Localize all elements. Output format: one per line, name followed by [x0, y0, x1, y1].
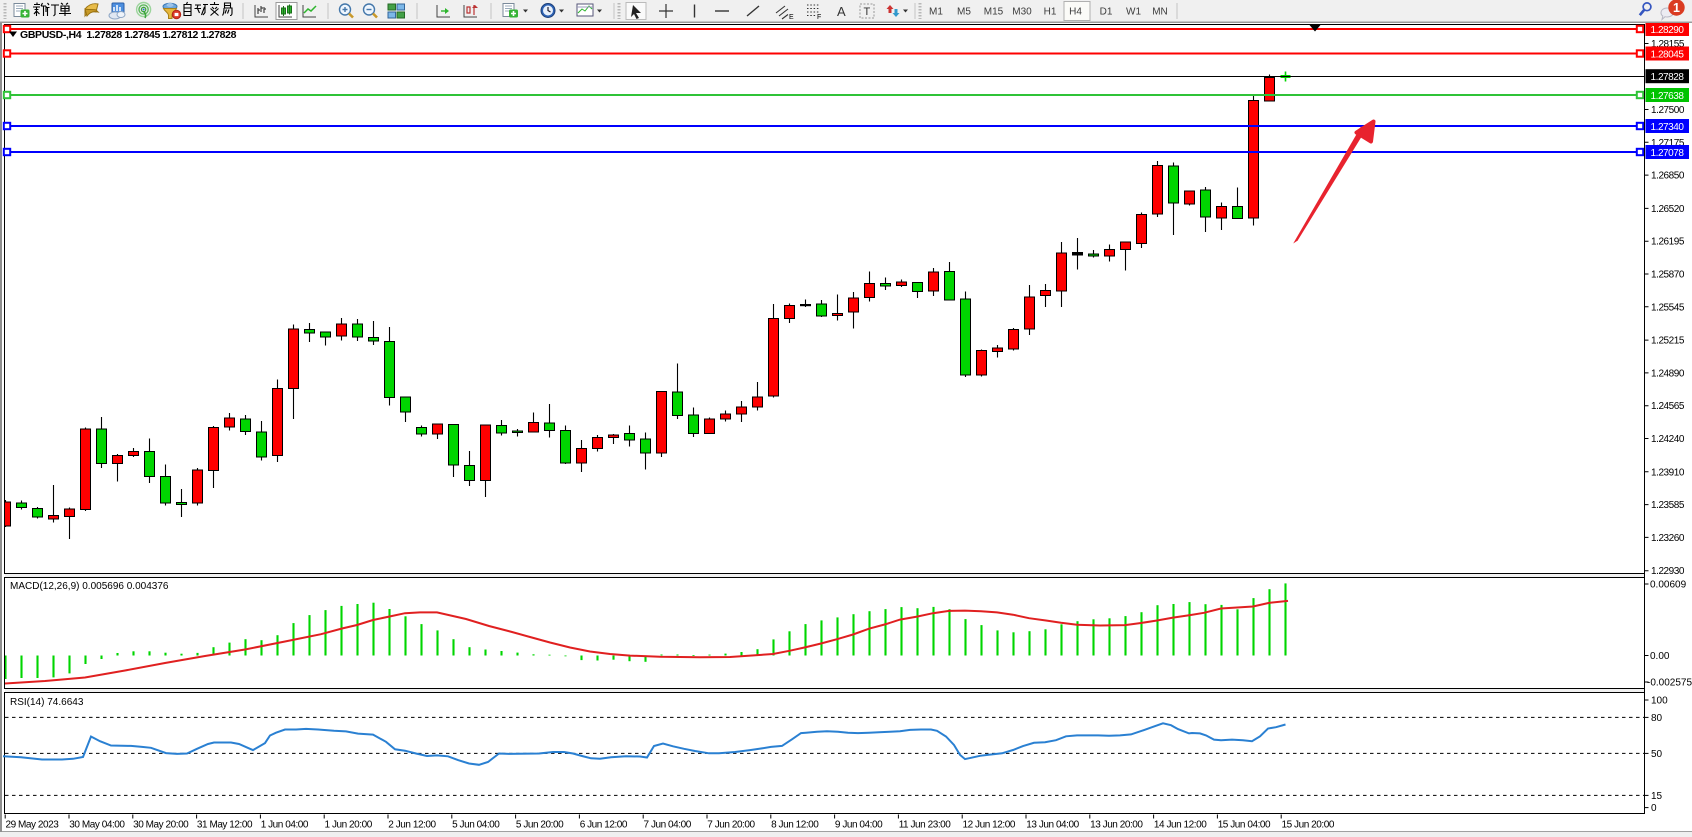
svg-text:1 Jun 04:00: 1 Jun 04:00 — [261, 820, 309, 831]
svg-text:14 Jun 12:00: 14 Jun 12:00 — [1154, 820, 1207, 831]
svg-text:D1: D1 — [1100, 7, 1113, 18]
svg-text:1.27340: 1.27340 — [1651, 122, 1685, 133]
svg-text:M30: M30 — [1012, 7, 1032, 18]
svg-text:1.27175: 1.27175 — [1651, 138, 1685, 149]
svg-text:1.27638: 1.27638 — [1651, 91, 1685, 102]
svg-text:1.25870: 1.25870 — [1651, 270, 1685, 281]
svg-text:1 Jun 20:00: 1 Jun 20:00 — [325, 820, 373, 831]
svg-text:1.23585: 1.23585 — [1651, 500, 1685, 511]
svg-text:50: 50 — [1651, 749, 1663, 760]
svg-text:9 Jun 04:00: 9 Jun 04:00 — [835, 820, 883, 831]
svg-text:1.28045: 1.28045 — [1651, 49, 1685, 60]
svg-text:0.00: 0.00 — [1650, 651, 1670, 662]
svg-text:1.27828: 1.27828 — [1651, 72, 1685, 83]
svg-text:H1: H1 — [1044, 7, 1057, 18]
svg-text:1.28155: 1.28155 — [1651, 39, 1685, 50]
svg-text:1.28290: 1.28290 — [1651, 25, 1685, 36]
svg-text:1.25215: 1.25215 — [1651, 336, 1685, 347]
svg-text:MN: MN — [1152, 7, 1168, 18]
svg-text:1.24890: 1.24890 — [1651, 368, 1685, 379]
svg-text:1.23910: 1.23910 — [1651, 467, 1685, 478]
svg-text:A: A — [837, 4, 846, 19]
svg-text:80: 80 — [1651, 713, 1663, 724]
svg-text:M1: M1 — [929, 7, 943, 18]
svg-text:M5: M5 — [957, 7, 971, 18]
svg-text:-0.002575: -0.002575 — [1647, 678, 1692, 689]
svg-text:31 May 12:00: 31 May 12:00 — [197, 820, 253, 831]
svg-text:6 Jun 12:00: 6 Jun 12:00 — [580, 820, 628, 831]
svg-text:1.26195: 1.26195 — [1651, 237, 1685, 248]
svg-text:7 Jun 20:00: 7 Jun 20:00 — [707, 820, 755, 831]
svg-text:1.25545: 1.25545 — [1651, 302, 1685, 313]
svg-text:1.24565: 1.24565 — [1651, 401, 1685, 412]
svg-text:W1: W1 — [1126, 7, 1141, 18]
svg-text:MACD(12,26,9) 0.005696 0.00437: MACD(12,26,9) 0.005696 0.004376 — [10, 581, 169, 592]
svg-text:0.00609: 0.00609 — [1650, 580, 1687, 591]
svg-text:M15: M15 — [984, 7, 1004, 18]
svg-text:T: T — [864, 6, 871, 18]
svg-text:E: E — [789, 14, 794, 21]
svg-text:1.23260: 1.23260 — [1651, 533, 1685, 544]
svg-text:15: 15 — [1651, 791, 1663, 802]
svg-text:1.26850: 1.26850 — [1651, 171, 1685, 182]
svg-text:1.24240: 1.24240 — [1651, 434, 1685, 445]
svg-text:RSI(14) 74.6643: RSI(14) 74.6643 — [10, 697, 84, 708]
svg-text:1: 1 — [1673, 1, 1680, 15]
svg-text:H4: H4 — [1069, 7, 1082, 18]
svg-text:1.26520: 1.26520 — [1651, 204, 1685, 215]
svg-text:GBPUSD-,H4 1.27828 1.27845 1.: GBPUSD-,H4 1.27828 1.27845 1.27812 1.278… — [20, 29, 237, 41]
svg-text:15 Jun 04:00: 15 Jun 04:00 — [1218, 820, 1271, 831]
svg-text:11 Jun 23:00: 11 Jun 23:00 — [899, 820, 952, 831]
svg-text:13 Jun 20:00: 13 Jun 20:00 — [1090, 820, 1143, 831]
svg-text:F: F — [817, 14, 821, 21]
svg-text:0: 0 — [1651, 803, 1657, 814]
svg-text:1.27078: 1.27078 — [1651, 148, 1685, 159]
svg-text:1.22930: 1.22930 — [1651, 566, 1685, 577]
svg-text:30 May 20:00: 30 May 20:00 — [133, 820, 189, 831]
svg-text:2 Jun 12:00: 2 Jun 12:00 — [388, 820, 436, 831]
svg-text:5 Jun 04:00: 5 Jun 04:00 — [452, 820, 500, 831]
svg-text:8 Jun 12:00: 8 Jun 12:00 — [771, 820, 819, 831]
svg-text:100: 100 — [1651, 696, 1668, 707]
svg-text:13 Jun 04:00: 13 Jun 04:00 — [1026, 820, 1079, 831]
svg-text:1.27500: 1.27500 — [1651, 105, 1685, 116]
svg-text:29 May 2023: 29 May 2023 — [6, 820, 60, 831]
svg-text:15 Jun 20:00: 15 Jun 20:00 — [1282, 820, 1335, 831]
svg-text:7 Jun 04:00: 7 Jun 04:00 — [644, 820, 692, 831]
svg-text:30 May 04:00: 30 May 04:00 — [69, 820, 125, 831]
svg-text:12 Jun 12:00: 12 Jun 12:00 — [963, 820, 1016, 831]
svg-text:5 Jun 20:00: 5 Jun 20:00 — [516, 820, 564, 831]
